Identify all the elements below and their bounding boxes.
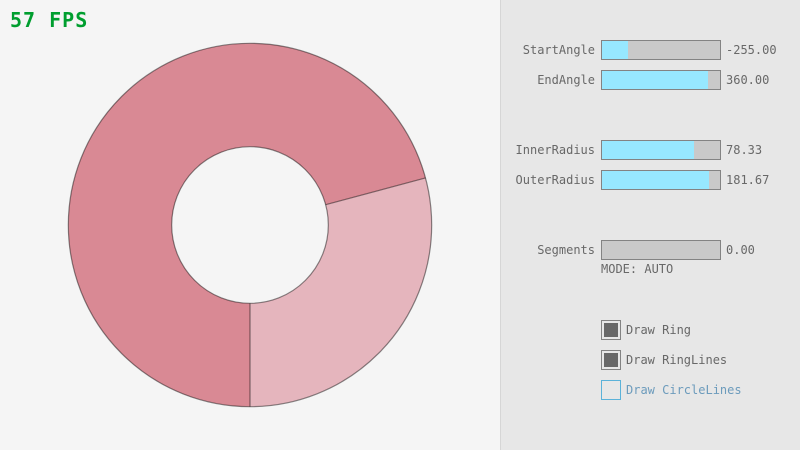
inner-radius-value: 78.33 <box>726 143 763 157</box>
outer-radius-slider[interactable] <box>601 170 721 190</box>
draw-ring-label: Draw Ring <box>626 323 692 337</box>
draw-circle-lines-checkbox[interactable] <box>601 380 621 400</box>
segments-mode-text: MODE: AUTO <box>601 262 674 276</box>
start-angle-label: StartAngle <box>522 43 595 57</box>
checkbox-row-draw-ring: Draw Ring <box>601 320 781 340</box>
checkmark-fill-icon <box>604 323 618 337</box>
start-angle-value: -255.00 <box>726 43 777 57</box>
outer-radius-value: 181.67 <box>726 173 770 187</box>
slider-row-outer-radius: OuterRadius 181.67 <box>501 170 800 190</box>
draw-circle-lines-label: Draw CircleLines <box>626 383 742 397</box>
checkmark-fill-icon <box>604 353 618 367</box>
outer-radius-slider-fill <box>602 171 710 189</box>
checkbox-row-draw-ring-lines: Draw RingLines <box>601 350 781 370</box>
slider-row-inner-radius: InnerRadius 78.33 <box>501 140 800 160</box>
slider-row-start-angle: StartAngle -255.00 <box>501 40 800 60</box>
inner-radius-label: InnerRadius <box>515 143 595 157</box>
segments-label: Segments <box>537 243 595 257</box>
inner-radius-slider[interactable] <box>601 140 721 160</box>
end-angle-value: 360.00 <box>726 73 770 87</box>
control-panel: StartAngle -255.00 EndAngle 360.00 Inner… <box>500 0 800 450</box>
draw-ring-checkbox[interactable] <box>601 320 621 340</box>
end-angle-slider-fill <box>602 71 709 89</box>
checkbox-row-draw-circle-lines: Draw CircleLines <box>601 380 781 400</box>
start-angle-slider[interactable] <box>601 40 721 60</box>
outer-radius-label: OuterRadius <box>515 173 595 187</box>
draw-ring-lines-checkbox[interactable] <box>601 350 621 370</box>
slider-row-segments: Segments 0.00 <box>501 240 800 260</box>
ring-chart <box>67 42 433 408</box>
fps-counter: 57 FPS <box>10 8 89 32</box>
start-angle-slider-fill <box>602 41 628 59</box>
draw-ring-lines-label: Draw RingLines <box>626 353 728 367</box>
segments-value: 0.00 <box>726 243 755 257</box>
slider-row-end-angle: EndAngle 360.00 <box>501 70 800 90</box>
end-angle-slider[interactable] <box>601 70 721 90</box>
inner-radius-slider-fill <box>602 141 695 159</box>
end-angle-label: EndAngle <box>537 73 595 87</box>
segments-slider[interactable] <box>601 240 721 260</box>
